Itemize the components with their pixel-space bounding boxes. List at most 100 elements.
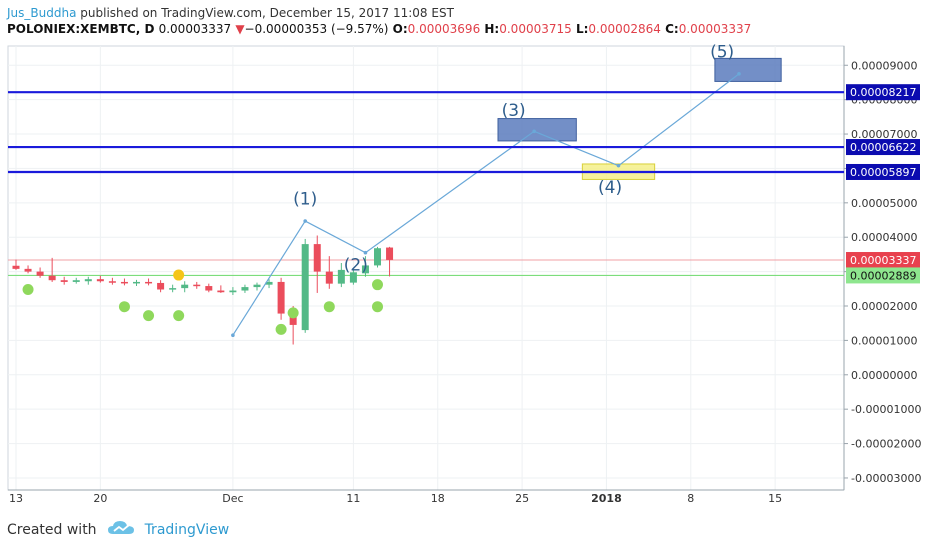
y-tick-label: -0.00001000 [851, 403, 921, 416]
footer: Created with TradingView [7, 520, 229, 540]
signal-dot [118, 301, 130, 313]
wave-label: (3) [502, 101, 526, 121]
created-with-text: Created with [7, 522, 97, 538]
candle-body[interactable] [48, 275, 56, 281]
support-tag [846, 267, 920, 284]
candle-body[interactable] [24, 268, 32, 272]
signal-dot [22, 283, 34, 295]
candle-body[interactable] [60, 280, 68, 282]
candle-body[interactable] [217, 290, 225, 293]
candle-body[interactable] [193, 284, 201, 287]
signal-dot [372, 279, 383, 291]
candle-body[interactable] [181, 284, 189, 289]
candle-body[interactable] [133, 281, 140, 284]
candle-body[interactable] [301, 244, 309, 331]
signal-dot [173, 269, 185, 281]
wave-label: (4) [598, 178, 622, 198]
x-tick-label: 18 [431, 492, 445, 505]
signal-dot [143, 310, 155, 322]
signal-dot [173, 310, 185, 322]
open-value: 0.00003696 [407, 22, 481, 36]
wave-point [231, 333, 235, 338]
candle-body[interactable] [108, 281, 116, 283]
candle-body[interactable] [325, 271, 333, 284]
wave-point [616, 163, 621, 168]
candle-body[interactable] [386, 247, 394, 260]
ohlc-line: POLONIEX:XEMBTC, D 0.00003337 ▼−0.000003… [7, 21, 751, 37]
support-tag-label: 0.00002889 [850, 269, 916, 282]
y-tick-label: -0.00003000 [851, 472, 921, 485]
candle-body[interactable] [361, 265, 369, 274]
target-box[interactable] [714, 57, 782, 82]
candle-body[interactable] [374, 248, 381, 266]
y-tick-label: 0.00001000 [851, 334, 917, 347]
y-tick-label: 0.00002000 [851, 300, 917, 313]
signal-dot [372, 301, 383, 313]
high-value: 0.00003715 [499, 22, 572, 36]
x-tick-label: 11 [346, 492, 360, 505]
chart-header: Jus_Buddha published on TradingView.com,… [7, 5, 751, 37]
candle-body[interactable] [36, 271, 44, 276]
wave-label: (1) [293, 190, 317, 210]
wave-point [303, 219, 308, 223]
tradingview-cloud-icon [107, 520, 135, 540]
resistance-price-tag [846, 139, 920, 156]
resistance-price-label: 0.00008217 [850, 86, 916, 99]
candle-body[interactable] [229, 290, 237, 293]
y-tick-label: 0.00009000 [851, 59, 917, 72]
y-tick-label: 0.00004000 [851, 231, 917, 244]
candle-body[interactable] [337, 269, 345, 284]
candle-body[interactable] [120, 281, 128, 284]
tradingview-brand[interactable]: TradingView [144, 522, 230, 538]
wave-point [532, 129, 536, 134]
candle-body[interactable] [84, 279, 92, 282]
y-tick-label: 0.00005000 [851, 197, 917, 210]
wave-point [363, 250, 368, 255]
candle-body[interactable] [157, 282, 165, 290]
target-box[interactable] [497, 118, 577, 142]
plot-area [7, 45, 845, 491]
candle-body[interactable] [277, 281, 285, 314]
resistance-price-label: 0.00005897 [850, 166, 916, 179]
close-value: 0.00003337 [678, 22, 752, 36]
y-tick-label: 0.00007000 [851, 128, 917, 141]
author-link[interactable]: Jus_Buddha [7, 6, 77, 20]
candle-body[interactable] [289, 313, 297, 325]
wave-label: (2) [344, 256, 368, 276]
x-tick-label: 25 [515, 492, 529, 505]
close-label: C: [665, 22, 679, 36]
candle-body[interactable] [349, 272, 357, 283]
wave-path[interactable] [232, 73, 740, 336]
candle-body[interactable] [72, 280, 80, 282]
wave-point [737, 72, 741, 76]
price-tag [846, 252, 920, 269]
high-label: H: [484, 22, 500, 36]
low-value: 0.00002864 [588, 22, 661, 36]
candle-body[interactable] [313, 244, 321, 272]
signal-dot [275, 323, 287, 335]
candle-body[interactable] [253, 284, 261, 288]
low-label: L: [575, 22, 589, 36]
resistance-price-tag [846, 84, 920, 101]
candle-body[interactable] [12, 265, 20, 269]
last-price: 0.00003337 [158, 22, 232, 36]
x-tick-label: 8 [687, 492, 694, 505]
signal-dot [287, 307, 299, 319]
price-tag-label: 0.00003337 [850, 254, 916, 267]
candle-body[interactable] [145, 281, 153, 284]
resistance-price-tag [846, 163, 920, 180]
y-tick-label: -0.00002000 [851, 438, 921, 451]
signal-dot [323, 301, 335, 313]
y-tick-label: 0.00000000 [851, 369, 917, 382]
x-tick-label: 13 [9, 492, 23, 505]
candle-body[interactable] [265, 281, 273, 285]
candle-body[interactable] [169, 288, 177, 290]
candle-body[interactable] [205, 286, 213, 291]
candle-body[interactable] [96, 279, 104, 282]
symbol-label: POLONIEX:XEMBTC, D [7, 22, 155, 36]
wave-label: (5) [710, 43, 734, 63]
publish-line: Jus_Buddha published on TradingView.com,… [7, 5, 751, 21]
candle-body[interactable] [241, 287, 249, 291]
change-value: −0.00000353 (−9.57%) [244, 22, 389, 36]
